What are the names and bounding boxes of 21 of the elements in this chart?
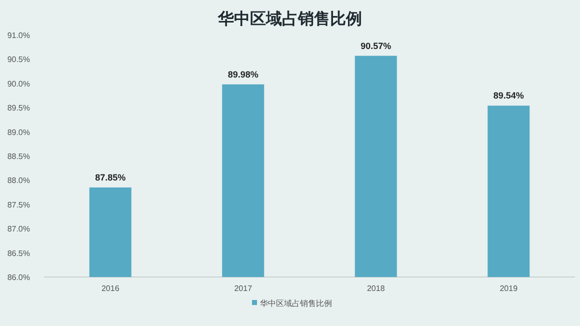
x-tick-label: 2017 <box>234 284 253 293</box>
y-tick-label: 90.5% <box>7 55 30 64</box>
y-tick-label: 89.0% <box>7 128 30 137</box>
y-tick-label: 86.0% <box>7 273 30 282</box>
y-tick-label: 87.5% <box>7 200 30 210</box>
data-label: 90.57% <box>360 40 392 51</box>
data-label: 89.54% <box>493 90 524 101</box>
x-tick-label: 2018 <box>366 284 386 293</box>
y-tick-label: 87.0% <box>7 224 30 234</box>
y-tick-label: 89.5% <box>7 104 30 113</box>
y-tick-label: 88.5% <box>7 152 30 161</box>
x-tick-label: 2019 <box>500 284 518 293</box>
y-tick-label: 90.0% <box>7 79 30 88</box>
y-tick-label: 91.0% <box>7 31 30 40</box>
x-tick-label: 2016 <box>101 284 120 293</box>
y-tick-label: 88.0% <box>7 176 30 186</box>
data-label: 89.98% <box>228 69 258 80</box>
y-tick-label: 86.5% <box>7 248 30 258</box>
legend: 华中区域占销售比例 <box>252 299 332 308</box>
data-label: 87.85% <box>95 172 126 182</box>
title: 华中区域占销售比例 <box>218 11 362 28</box>
